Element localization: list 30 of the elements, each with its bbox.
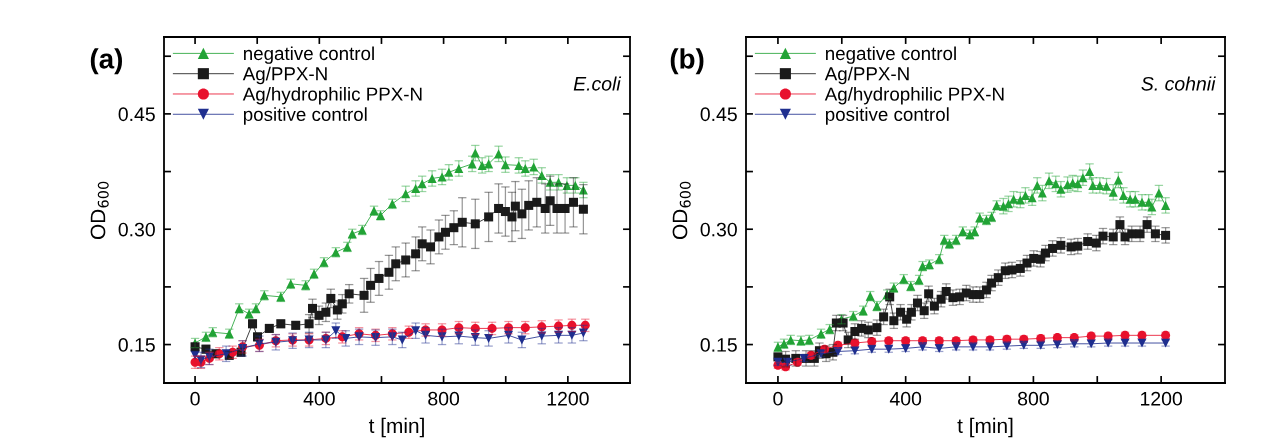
y-tick-label: 0.15 (118, 338, 155, 352)
x-tick-label: 800 (1018, 391, 1049, 406)
y-tick-label: 0.15 (700, 338, 737, 352)
y-tick-label: 0.30 (118, 222, 155, 237)
x-axis-title: t [min] (957, 417, 1013, 438)
annotation: E.coli (573, 76, 622, 91)
x-tick-label: 400 (889, 391, 922, 406)
x-axis-title: t [min] (368, 417, 424, 438)
legend-label: Ag/hydrophilic PPX-N (824, 86, 1004, 105)
x-tick-label: 400 (303, 391, 335, 406)
x-tick-label: 0 (190, 391, 200, 406)
chart-title: (a) (90, 48, 123, 75)
annotation: S. cohnii (1141, 76, 1216, 91)
legend-label: positive control (825, 107, 949, 125)
y-axis-title: OD$_{600}$ (672, 181, 691, 240)
legend-label: negative control (244, 46, 374, 64)
x-tick-label: 1200 (1140, 391, 1182, 406)
legend-label: Ag/PPX-N (242, 66, 327, 85)
y-tick-label: 0.45 (118, 107, 155, 122)
y-tick-label: 0.30 (700, 222, 737, 237)
legend-label: Ag/PPX-N (824, 66, 909, 85)
legend-label: positive control (243, 107, 367, 125)
x-tick-label: 1200 (547, 391, 589, 406)
y-axis-title: OD$_{600}$ (90, 181, 109, 240)
x-tick-label: 0 (773, 391, 783, 406)
x-tick-label: 800 (428, 391, 460, 406)
legend-label: negative control (826, 46, 956, 64)
y-tick-label: 0.45 (700, 107, 737, 122)
legend-label: Ag/hydrophilic PPX-N (242, 86, 422, 105)
chart-title: (b) (670, 48, 704, 75)
